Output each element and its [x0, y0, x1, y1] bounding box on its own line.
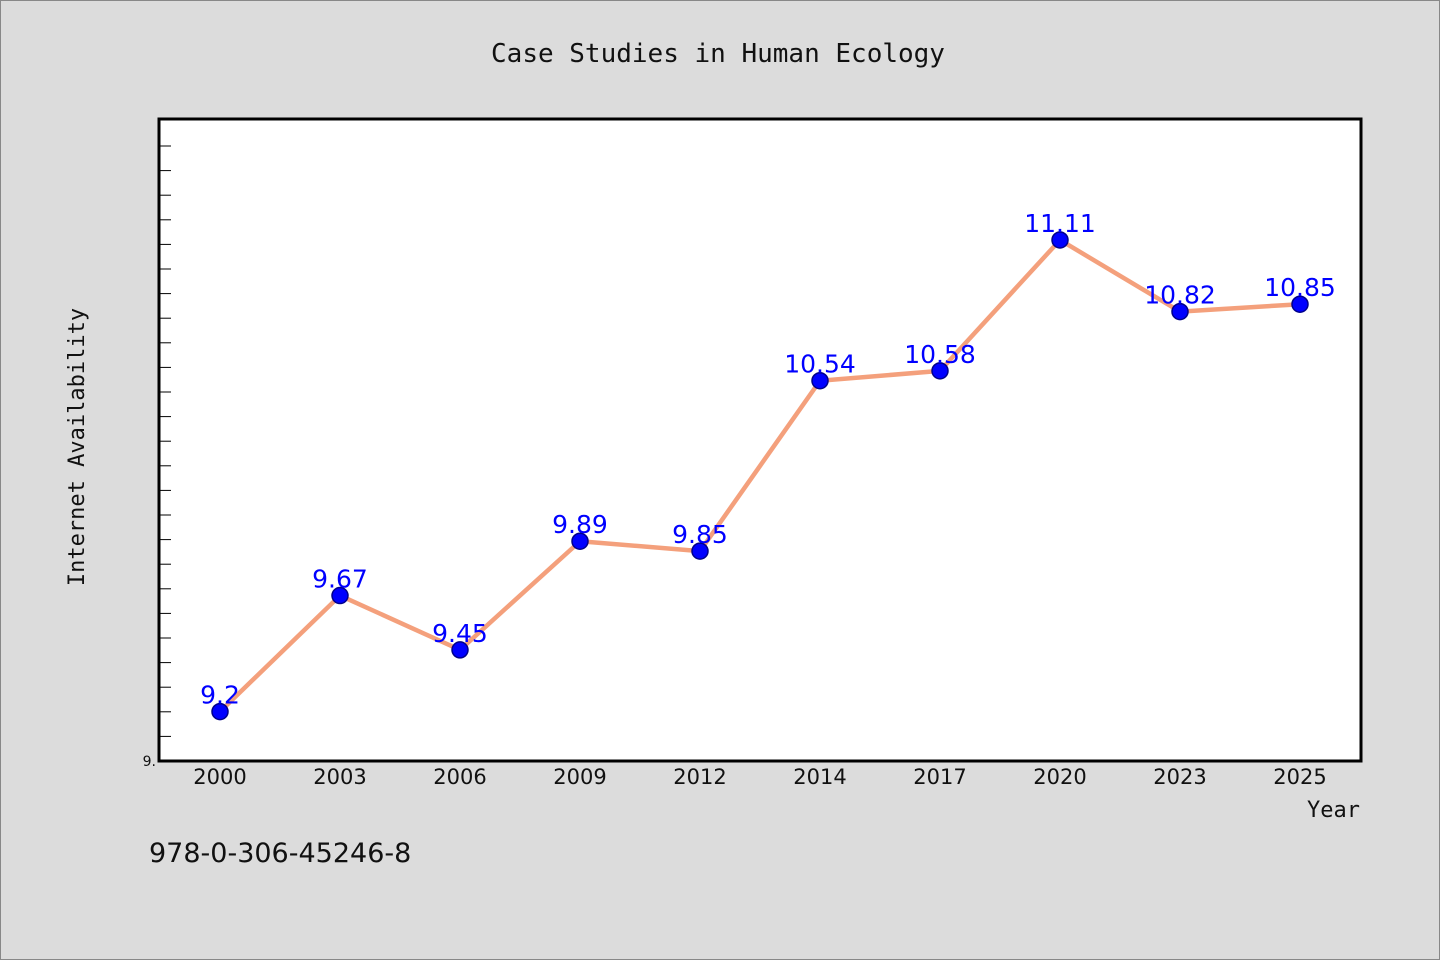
data-point	[451, 641, 469, 659]
x-tick-label: 2023	[1153, 765, 1206, 789]
data-point	[211, 702, 229, 721]
data-label: 9.2	[200, 681, 240, 710]
x-tick-label: 2020	[1033, 765, 1086, 789]
data-label: 10.58	[904, 340, 976, 369]
x-axis-tick-labels: 2000 2003 2006 2009 2012 2014 2017 2020 2023 2025	[193, 765, 1326, 789]
x-tick-label: 2006	[433, 765, 486, 789]
x-tick-label: 2014	[793, 765, 846, 789]
x-axis-label: Year	[1307, 798, 1360, 823]
series-line-group: 9.2 9.67 9.45 9.89 9.85 10.54 10.58 11.11 10.82 1…	[200, 209, 1336, 721]
data-label: 9.67	[312, 565, 368, 594]
x-tick-label: 2017	[913, 765, 966, 789]
series-line	[218, 237, 1301, 714]
isbn-annotation: 978-0-306-45246-8	[149, 838, 411, 869]
y-axis-label: Internet Availability	[65, 308, 90, 586]
x-tick-label: 2012	[673, 765, 726, 789]
data-label: 10.82	[1144, 281, 1216, 310]
data-point	[571, 532, 589, 550]
data-point	[1051, 231, 1069, 249]
data-label: 9.85	[672, 520, 728, 549]
data-label: 9.45	[432, 619, 488, 648]
x-tick-label: 2003	[313, 765, 366, 789]
x-tick-label: 2009	[553, 765, 606, 789]
data-label: 11.11	[1024, 209, 1096, 238]
y-axis-ticks	[159, 145, 171, 762]
chart-title: Case Studies in Human Ecology	[491, 39, 945, 69]
data-point	[691, 542, 709, 560]
data-point	[811, 371, 829, 390]
data-label: 9.89	[552, 510, 608, 539]
data-point	[931, 362, 949, 380]
x-tick-label: 2000	[193, 765, 246, 789]
data-point	[1291, 295, 1309, 313]
data-point	[1171, 302, 1189, 321]
y-tick-label: 9.	[143, 754, 156, 770]
x-tick-label: 2025	[1273, 765, 1326, 789]
data-label: 10.85	[1264, 273, 1336, 302]
data-point	[331, 586, 349, 605]
data-label: 10.54	[784, 350, 856, 379]
plot-area	[157, 117, 1363, 763]
